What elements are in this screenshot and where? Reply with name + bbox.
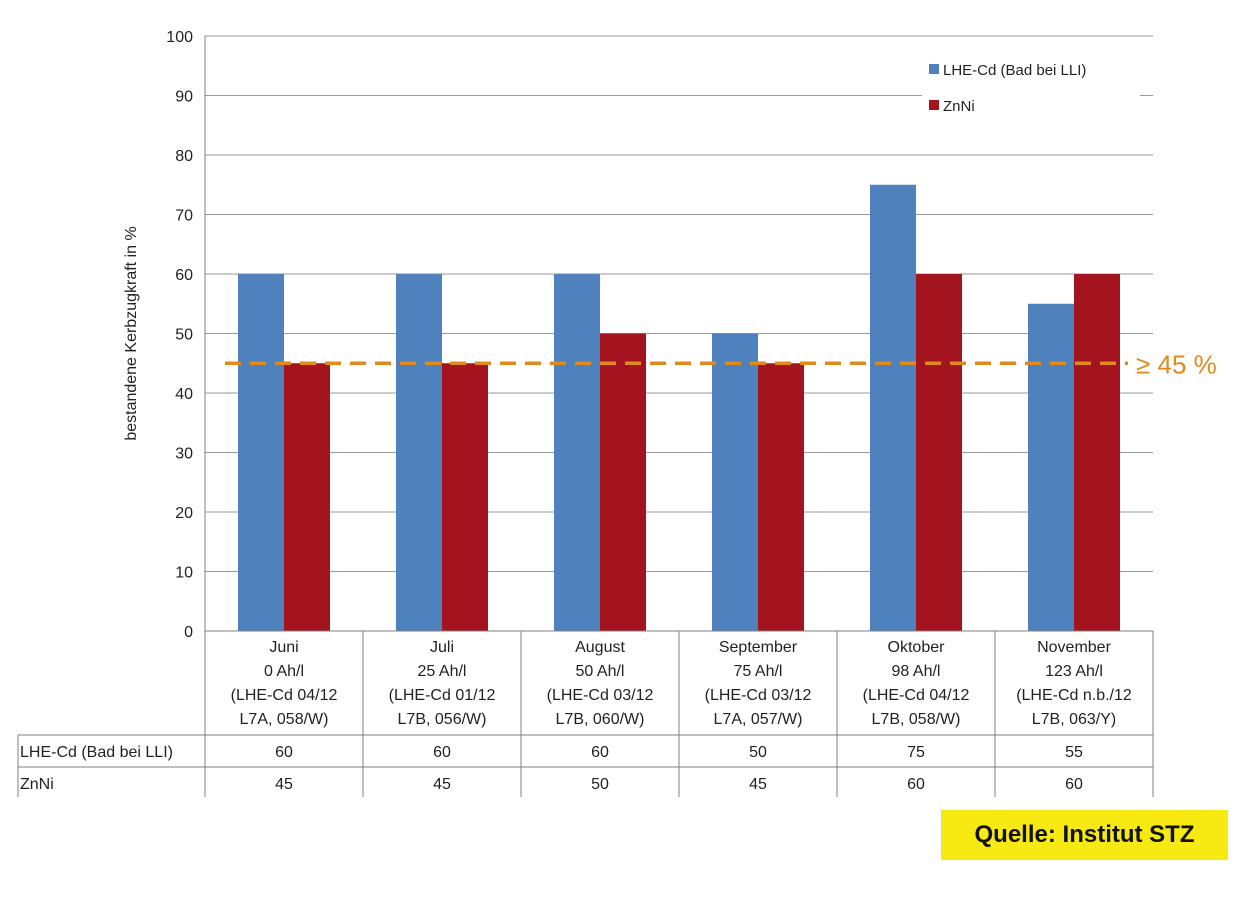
legend-label: LHE-Cd (Bad bei LLI) <box>943 62 1086 79</box>
category-label: 50 Ah/l <box>576 663 625 680</box>
y-tick-label: 20 <box>175 505 193 522</box>
bar-znni <box>1074 274 1120 631</box>
data-label: 60 <box>591 744 609 761</box>
y-tick-label: 0 <box>184 624 193 641</box>
bar-lhe-cd <box>870 184 916 631</box>
data-label: 45 <box>275 776 293 793</box>
bar-lhe-cd <box>396 274 442 631</box>
bar-lhe-cd <box>238 274 284 631</box>
bar-lhe-cd <box>554 274 600 631</box>
table-series-name: ZnNi <box>20 776 54 793</box>
data-label: 50 <box>749 744 767 761</box>
category-label: (LHE-Cd n.b./12 <box>1016 687 1132 704</box>
bar-lhe-cd <box>712 333 758 631</box>
data-label: 45 <box>433 776 451 793</box>
y-tick-label: 80 <box>175 148 193 165</box>
category-label: (LHE-Cd 04/12 <box>863 687 970 704</box>
gridlines <box>205 35 1153 572</box>
category-label: 0 Ah/l <box>264 663 304 680</box>
bar-znni <box>442 363 488 631</box>
data-label: 50 <box>591 776 609 793</box>
category-label: L7B, 058/W) <box>872 711 961 728</box>
category-label: L7B, 056/W) <box>398 711 487 728</box>
bar-lhe-cd <box>1028 303 1074 631</box>
legend-background <box>922 50 1140 132</box>
y-tick-label: 40 <box>175 386 193 403</box>
y-axis-label: bestandene Kerbzugkraft in % <box>123 226 140 440</box>
category-label: 75 Ah/l <box>734 663 783 680</box>
legend-label: ZnNi <box>943 98 975 115</box>
category-label: (LHE-Cd 03/12 <box>705 687 812 704</box>
bar-znni <box>600 333 646 631</box>
y-tick-label: 100 <box>166 29 193 46</box>
category-label: L7B, 060/W) <box>556 711 645 728</box>
data-label: 60 <box>275 744 293 761</box>
legend-swatch <box>929 64 939 74</box>
data-label: 60 <box>907 776 925 793</box>
category-label: 25 Ah/l <box>418 663 467 680</box>
data-label: 60 <box>433 744 451 761</box>
legend: LHE-Cd (Bad bei LLI) ZnNi <box>922 50 1140 132</box>
category-label: Juni <box>269 639 298 656</box>
data-label: 55 <box>1065 744 1083 761</box>
category-label: Juli <box>430 639 454 656</box>
category-label: August <box>575 639 625 656</box>
category-label: September <box>719 639 798 656</box>
bars <box>238 184 1120 631</box>
data-label: 75 <box>907 744 925 761</box>
category-label: L7A, 058/W) <box>240 711 329 728</box>
bar-znni <box>916 274 962 631</box>
y-tick-label: 10 <box>175 565 193 582</box>
threshold: ≥ 45 % <box>225 349 1217 379</box>
y-tick-label: 50 <box>175 327 193 344</box>
category-label: 123 Ah/l <box>1045 663 1103 680</box>
y-tick-label: 70 <box>175 208 193 225</box>
data-table: Juni 0 Ah/l (LHE-Cd 04/12 L7A, 058/W) Juli 25… <box>17 631 1154 797</box>
category-label: L7A, 057/W) <box>714 711 803 728</box>
bar-znni <box>758 363 804 631</box>
category-label: 98 Ah/l <box>892 663 941 680</box>
y-tick-label: 60 <box>175 267 193 284</box>
category-label: L7B, 063/Y) <box>1032 711 1117 728</box>
table-series-name: LHE-Cd (Bad bei LLI) <box>20 744 173 761</box>
category-label: (LHE-Cd 03/12 <box>547 687 654 704</box>
category-label: November <box>1037 639 1111 656</box>
bar-znni <box>284 363 330 631</box>
category-label: (LHE-Cd 01/12 <box>389 687 496 704</box>
category-label: (LHE-Cd 04/12 <box>231 687 338 704</box>
legend-swatch <box>929 100 939 110</box>
threshold-label: ≥ 45 % <box>1136 349 1217 379</box>
category-label: Oktober <box>888 639 946 656</box>
source-badge: Quelle: Institut STZ <box>941 810 1228 860</box>
data-label: 45 <box>749 776 767 793</box>
y-tick-label: 30 <box>175 446 193 463</box>
y-tick-label: 90 <box>175 89 193 106</box>
data-label: 60 <box>1065 776 1083 793</box>
